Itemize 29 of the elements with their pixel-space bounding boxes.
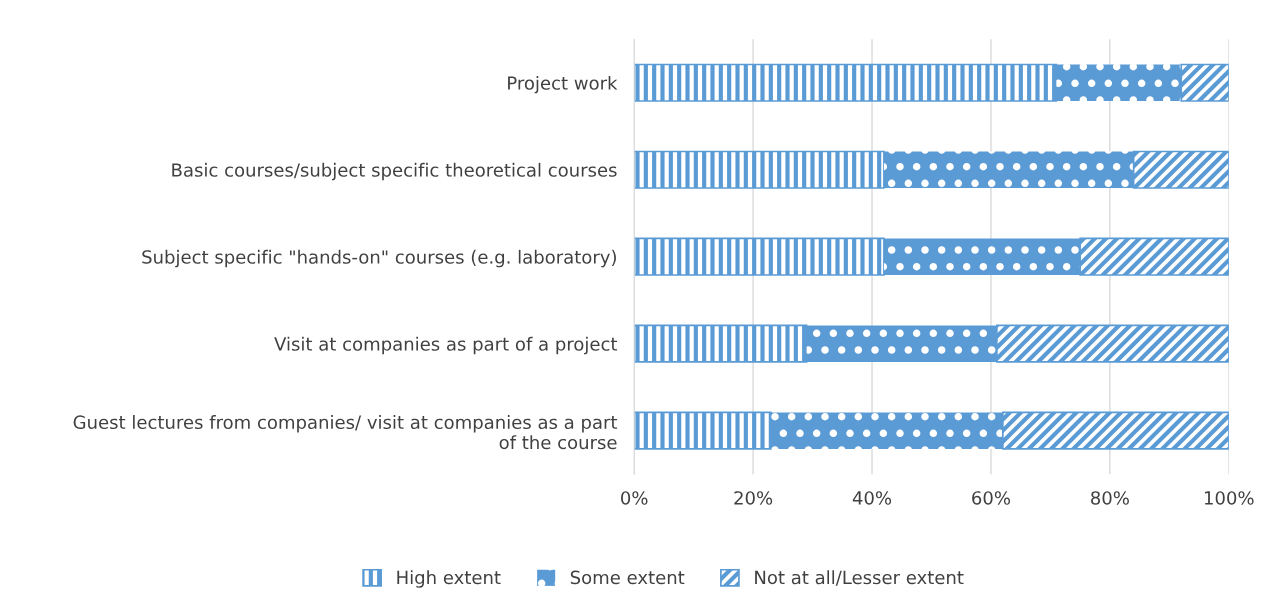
legend-label: High extent	[397, 570, 501, 588]
bar	[1001, 411, 1229, 450]
x-tick-label: 0%	[621, 491, 648, 505]
y-tick-label: Subject specific "hands-on" courses (e.g. laboratory)	[142, 249, 616, 268]
bar	[634, 63, 1058, 102]
y-tick-label: Visit at companies as part of a project	[274, 336, 618, 355]
x-tick-label: 80%	[1091, 491, 1129, 505]
bar	[1056, 64, 1182, 102]
y-tick-label: Basic courses/subject specific theoretical courses	[172, 162, 617, 181]
bar	[770, 412, 1003, 449]
bar	[1079, 237, 1229, 276]
y-tick-label: Guest lectures from companies/ visit at companies as a part of the course	[73, 415, 618, 450]
x-tick-label: 40%	[852, 491, 892, 505]
x-tick-label: 100%	[1204, 491, 1254, 505]
bar	[883, 238, 1081, 275]
x-tick-label: 60%	[972, 491, 1011, 505]
bar	[1180, 63, 1229, 102]
bar	[1132, 150, 1229, 189]
bar	[634, 237, 885, 276]
x-tick-label: 20%	[734, 491, 773, 505]
legend-label: Not at all/Lesser extent	[755, 570, 964, 586]
bar	[634, 411, 772, 450]
legend-label: Some extent	[570, 570, 685, 585]
bar	[634, 324, 808, 363]
bar	[634, 150, 885, 189]
bar	[806, 325, 997, 362]
bar	[996, 324, 1229, 363]
y-tick-label: Project work	[508, 75, 618, 94]
bar	[883, 151, 1134, 188]
